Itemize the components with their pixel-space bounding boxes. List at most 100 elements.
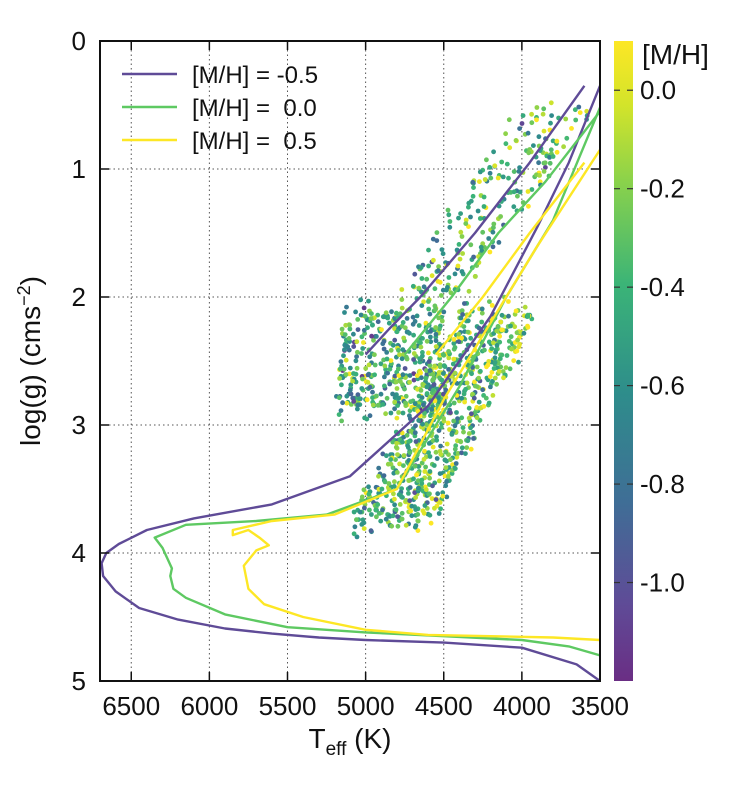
scatter-point [426, 350, 431, 356]
scatter-point [471, 436, 476, 441]
scatter-point [440, 490, 446, 496]
scatter-point [459, 395, 465, 401]
scatter-point [525, 189, 531, 194]
scatter-point [394, 329, 400, 335]
scatter-point [400, 439, 405, 445]
legend-label: [M/H] = -0.5 [192, 62, 318, 89]
scatter-point [451, 337, 457, 342]
scatter-point [499, 352, 505, 358]
scatter-point [463, 386, 468, 392]
scatter-point [352, 524, 358, 530]
isochrone-line [364, 85, 586, 356]
scatter-point [452, 345, 458, 350]
scatter-point [427, 368, 433, 373]
scatter-point [429, 496, 435, 501]
scatter-point [424, 338, 430, 344]
scatter-point [392, 399, 398, 405]
scatter-point [516, 169, 522, 174]
scatter-point [351, 331, 356, 337]
scatter-point [451, 341, 457, 346]
scatter-point [435, 268, 441, 274]
scatter-point [484, 157, 489, 163]
scatter-point [370, 389, 375, 395]
scatter-point [448, 290, 454, 296]
scatter-point [541, 128, 547, 134]
scatter-point [456, 215, 461, 221]
scatter-point [437, 364, 443, 370]
scatter-point [446, 275, 452, 280]
scatter-point [422, 448, 427, 454]
scatter-point [355, 349, 360, 355]
scatter-point [434, 230, 440, 236]
scatter-point [418, 370, 423, 376]
scatter-point [395, 366, 401, 372]
scatter-point [452, 271, 458, 277]
scatter-point [400, 410, 406, 416]
colorbar-tick-label: -0.8 [640, 469, 685, 499]
scatter-point [548, 147, 554, 153]
scatter-point [507, 145, 513, 151]
scatter-point [427, 454, 433, 459]
scatter-point [465, 318, 471, 324]
scatter-point [427, 394, 433, 400]
scatter-point [487, 249, 493, 255]
scatter-point [436, 478, 442, 484]
scatter-point [403, 400, 408, 406]
scatter-point [430, 444, 436, 450]
scatter-point [534, 105, 540, 110]
x-tick-label: 3500 [571, 691, 629, 721]
scatter-point [423, 375, 429, 381]
scatter-point [344, 304, 349, 310]
scatter-point [458, 439, 464, 445]
scatter-point [491, 225, 496, 231]
scatter-point [554, 149, 560, 155]
scatter-point [402, 386, 407, 392]
scatter-point [455, 263, 461, 269]
scatter-point [526, 203, 531, 209]
scatter-point [464, 380, 470, 386]
scatter-point [572, 107, 578, 113]
scatter-point [373, 507, 379, 513]
scatter-point [395, 523, 401, 529]
scatter-point [401, 335, 407, 341]
scatter-point [466, 431, 472, 436]
scatter-point [445, 207, 451, 213]
scatter-point [412, 430, 418, 436]
scatter-point [522, 304, 528, 310]
scatter-point [463, 217, 469, 223]
scatter-point [379, 327, 384, 332]
scatter-point [536, 134, 542, 140]
scatter-point [388, 347, 394, 353]
scatter-point [474, 415, 480, 421]
scatter-point [402, 366, 408, 371]
scatter-point [364, 397, 370, 403]
scatter-point [392, 496, 397, 502]
scatter-point [420, 336, 425, 341]
scatter-point [336, 412, 342, 417]
scatter-point [443, 449, 449, 455]
scatter-point [460, 312, 465, 317]
scatter-point [399, 287, 405, 292]
scatter-point [399, 516, 405, 522]
scatter-point [441, 363, 447, 368]
scatter-point [508, 323, 513, 329]
scatter-point [506, 175, 511, 181]
scatter-point [355, 406, 360, 412]
scatter-point [461, 391, 467, 397]
x-tick-label: 6500 [102, 691, 160, 721]
scatter-point [411, 476, 416, 482]
scatter-point [421, 456, 427, 462]
scatter-point [405, 443, 410, 448]
scatter-point [389, 523, 395, 529]
scatter-point [375, 319, 381, 325]
scatter-point [577, 110, 583, 115]
scatter-point [493, 349, 498, 355]
scatter-point [444, 494, 450, 500]
scatter-point [390, 513, 396, 519]
scatter-point [366, 298, 371, 304]
scatter-point [413, 423, 418, 429]
scatter-point [355, 392, 361, 398]
scatter-point [490, 393, 496, 398]
scatter-point [384, 395, 390, 401]
scatter-point [378, 518, 384, 524]
